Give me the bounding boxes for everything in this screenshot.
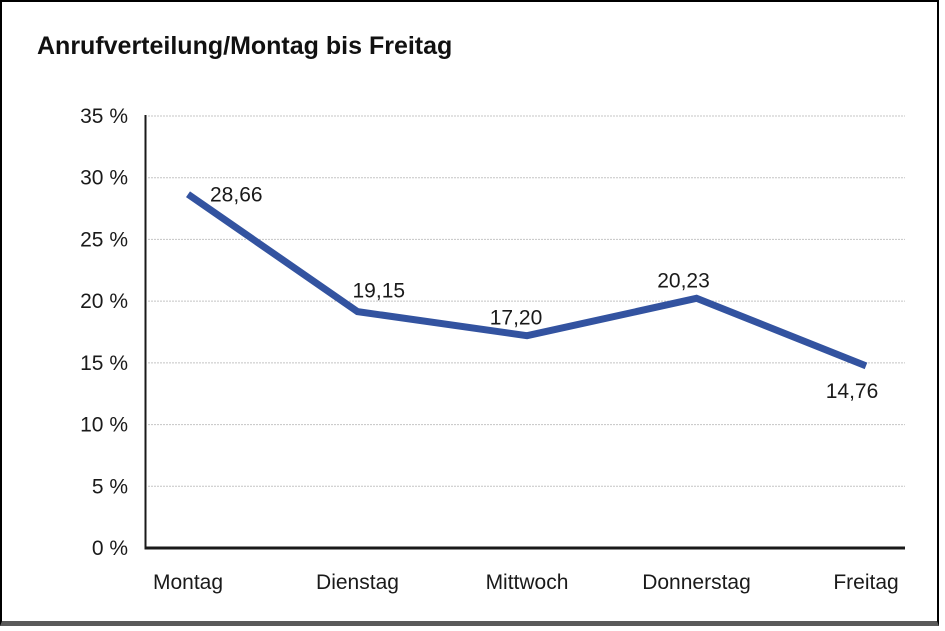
- x-tick-label: Donnerstag: [642, 571, 751, 594]
- y-tick-label: 20 %: [80, 290, 128, 313]
- data-label: 20,23: [657, 269, 710, 292]
- y-tick-label: 30 %: [80, 167, 128, 190]
- y-tick-label: 10 %: [80, 414, 128, 437]
- y-tick-label: 5 %: [92, 475, 128, 498]
- x-tick-label: Mittwoch: [486, 571, 569, 594]
- x-tick-label: Dienstag: [316, 571, 399, 594]
- data-label: 19,15: [353, 280, 406, 303]
- data-label: 17,20: [490, 307, 543, 330]
- series-line: [186, 191, 868, 370]
- data-label: 14,76: [826, 380, 879, 403]
- y-tick-label: 15 %: [80, 352, 128, 375]
- y-tick-label: 35 %: [80, 105, 128, 128]
- y-tick-label: 25 %: [80, 228, 128, 251]
- data-label: 28,66: [210, 183, 263, 206]
- x-tick-label: Freitag: [833, 571, 898, 594]
- x-tick-label: Montag: [153, 571, 223, 594]
- y-tick-label: 0 %: [92, 537, 128, 560]
- chart-title: Anrufverteilung/Montag bis Freitag: [37, 32, 453, 60]
